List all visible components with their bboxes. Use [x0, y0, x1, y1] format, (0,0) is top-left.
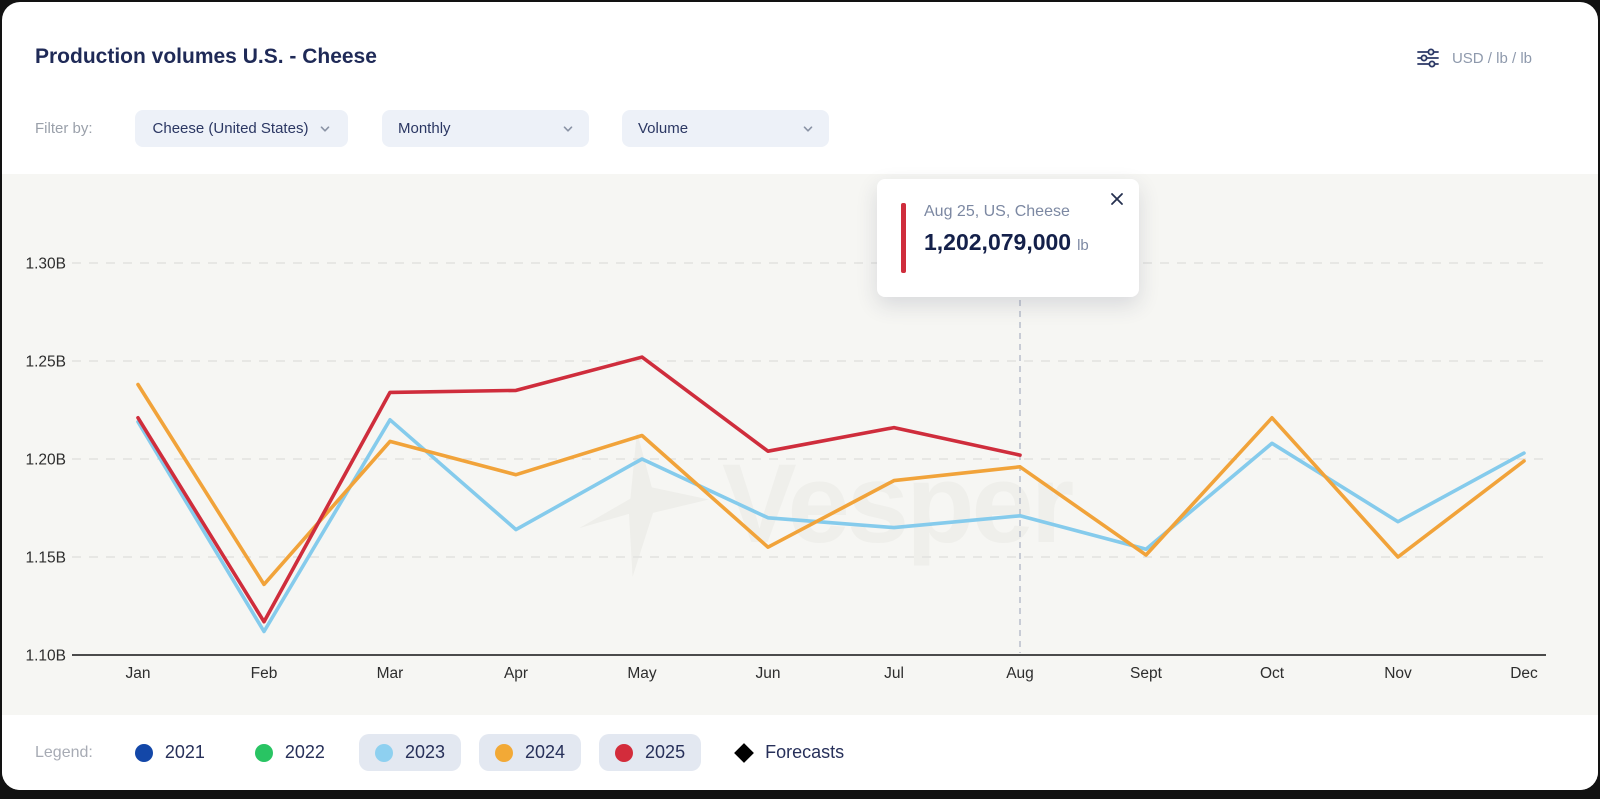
- legend-label: Legend:: [35, 743, 93, 761]
- unit-selector[interactable]: USD / lb / lb: [1417, 48, 1532, 68]
- legend-item-2022[interactable]: 2022: [239, 734, 341, 771]
- legend-row: Legend: 2021 2022 2023 2024 2025 Forecasts: [2, 715, 1598, 790]
- tooltip-unit: lb: [1077, 237, 1089, 254]
- y-tick-label: 1.20B: [25, 452, 66, 469]
- series-color-dot: [615, 743, 634, 762]
- frequency-dropdown[interactable]: Monthly: [382, 110, 589, 147]
- legend-item-label: 2024: [524, 742, 566, 762]
- series-line-2023[interactable]: [136, 418, 1526, 634]
- x-tick-label: Apr: [504, 665, 528, 682]
- forecast-diamond-icon: [734, 742, 754, 763]
- x-tick-label: Jul: [884, 665, 904, 682]
- chevron-down-icon: [318, 122, 332, 136]
- legend-items: 2021 2022 2023 2024 2025 Forecasts: [119, 734, 860, 771]
- tooltip-title: Aug 25, US, Cheese: [924, 203, 1070, 220]
- legend-item-label: 2025: [645, 742, 686, 762]
- chart-area: Vesper 1.10B 1.15B 1.20B 1.25B 1.30B Jan Feb Ma…: [2, 174, 1598, 715]
- x-tick-label: Dec: [1510, 665, 1538, 682]
- x-tick-label: Nov: [1384, 665, 1412, 682]
- legend-item-label: 2022: [284, 742, 325, 762]
- x-tick-label: Mar: [377, 665, 404, 682]
- legend-item-2021[interactable]: 2021: [119, 734, 221, 771]
- legend-item-2023[interactable]: 2023: [358, 734, 461, 771]
- x-tick-label: May: [627, 665, 657, 682]
- tooltip-value: 1,202,079,000: [924, 229, 1072, 255]
- x-tick-label: Sept: [1130, 665, 1163, 682]
- filter-by-label: Filter by:: [35, 120, 93, 137]
- y-tick-label: 1.10B: [25, 648, 66, 665]
- legend-item-label: 2023: [404, 742, 445, 762]
- chart-tooltip: Aug 25, US, Cheese 1,202,079,000 lb: [877, 179, 1139, 297]
- tooltip-accent-bar: [901, 203, 906, 273]
- series-color-dot: [494, 743, 513, 762]
- y-tick-label: 1.25B: [25, 354, 66, 371]
- legend-item-label: Forecasts: [765, 742, 845, 762]
- series-color-dot: [374, 743, 393, 762]
- metric-dropdown-value: Volume: [638, 120, 689, 137]
- page-title: Production volumes U.S. - Cheese: [35, 45, 377, 68]
- line-chart[interactable]: 1.10B 1.15B 1.20B 1.25B 1.30B Jan Feb Mar Apr May…: [2, 174, 1598, 715]
- metric-dropdown[interactable]: Volume: [622, 110, 829, 147]
- product-dropdown-value: Cheese (United States): [152, 120, 309, 137]
- x-tick-label: Feb: [251, 665, 278, 682]
- product-dropdown[interactable]: Cheese (United States): [135, 110, 348, 147]
- y-tick-label: 1.30B: [25, 256, 66, 273]
- x-tick-label: Aug: [1006, 665, 1034, 682]
- legend-item-label: 2021: [164, 742, 205, 762]
- sliders-icon: [1417, 48, 1439, 68]
- y-tick-label: 1.15B: [25, 550, 66, 567]
- chevron-down-icon: [561, 122, 575, 136]
- x-tick-label: Oct: [1260, 665, 1285, 682]
- frequency-dropdown-value: Monthly: [398, 120, 451, 137]
- series-line-2024[interactable]: [136, 382, 1526, 587]
- series-color-dot: [254, 743, 273, 762]
- unit-selector-label: USD / lb / lb: [1451, 49, 1532, 67]
- series-color-dot: [134, 743, 153, 762]
- close-icon[interactable]: [1107, 189, 1127, 209]
- series-line-2025[interactable]: [136, 355, 1022, 624]
- legend-item-2025[interactable]: 2025: [599, 734, 702, 771]
- x-tick-label: Jan: [126, 665, 151, 682]
- legend-item-2024[interactable]: 2024: [478, 734, 582, 771]
- chevron-down-icon: [801, 122, 815, 136]
- x-tick-label: Jun: [756, 665, 781, 682]
- legend-item-forecasts[interactable]: Forecasts: [719, 734, 860, 771]
